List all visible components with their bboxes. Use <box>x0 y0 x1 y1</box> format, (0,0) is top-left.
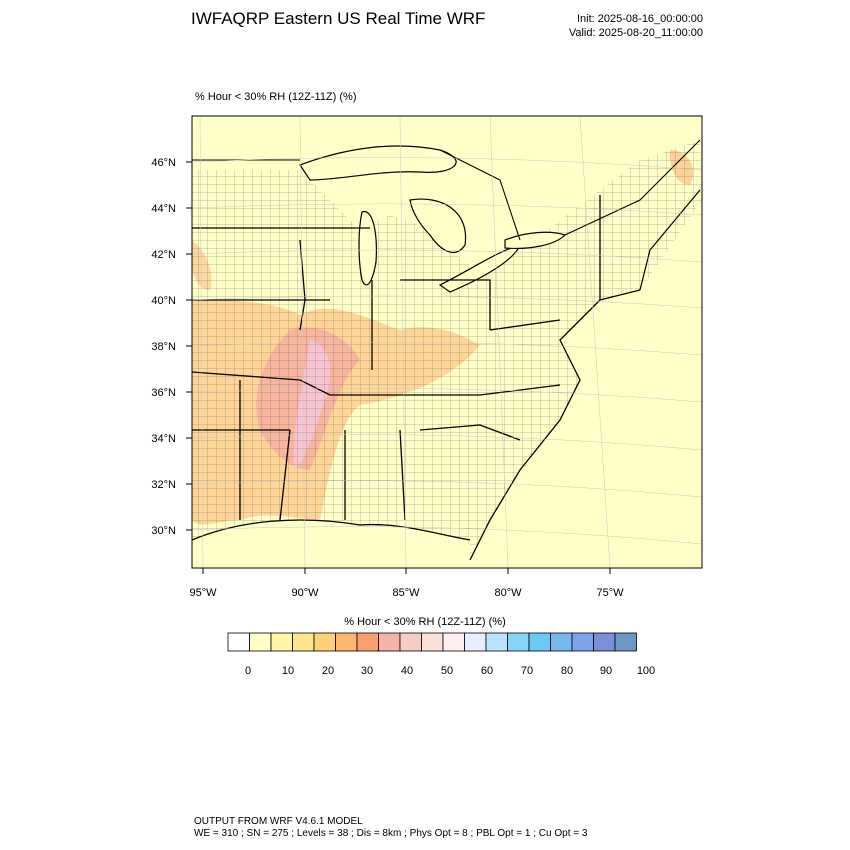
colorbar <box>227 632 637 652</box>
colorbar-swatch <box>270 632 293 652</box>
field-label: % Hour < 30% RH (12Z-11Z) (%) <box>195 91 357 103</box>
cb-tick-60: 60 <box>481 665 493 677</box>
cb-tick-50: 50 <box>441 665 453 677</box>
cb-tick-30: 30 <box>361 665 373 677</box>
cb-tick-40: 40 <box>401 665 413 677</box>
lat-label-32: 32°N <box>151 479 176 491</box>
colorbar-swatch <box>485 632 508 652</box>
lake-huron <box>409 198 467 253</box>
lat-label-38: 38°N <box>151 341 176 353</box>
colorbar-swatch <box>571 632 594 652</box>
colorbar-title: % Hour < 30% RH (12Z-11Z) (%) <box>344 616 506 628</box>
lake-ontario <box>504 231 567 250</box>
valid-time: Valid: 2025-08-20_11:00:00 <box>568 27 703 39</box>
colorbar-swatch <box>528 632 551 652</box>
colorbar-swatch <box>399 632 422 652</box>
lat-label-42: 42°N <box>151 249 176 261</box>
lake-superior <box>299 145 457 181</box>
state-boundaries <box>192 195 601 521</box>
colorbar-swatch <box>464 632 487 652</box>
cb-tick-90: 90 <box>600 665 612 677</box>
lon-label-80: 80°W <box>494 587 522 599</box>
lake-michigan <box>358 211 377 286</box>
colorbar-swatch <box>593 632 616 652</box>
colorbar-swatch <box>550 632 573 652</box>
gulf-of-mexico <box>192 520 470 568</box>
lat-label-40: 40°N <box>151 295 176 307</box>
lon-label-85: 85°W <box>392 587 420 599</box>
lon-label-75: 75°W <box>596 587 624 599</box>
cb-tick-10: 10 <box>282 665 294 677</box>
colorbar-swatch <box>227 632 250 652</box>
east-coastline <box>469 289 641 561</box>
cb-tick-20: 20 <box>322 665 334 677</box>
lon-label-90: 90°W <box>291 587 319 599</box>
colorbar-swatch <box>614 632 637 652</box>
init-time: Init: 2025-08-16_00:00:00 <box>577 13 703 25</box>
map-frame <box>191 115 703 569</box>
model-footer-line2: WE = 310 ; SN = 275 ; Levels = 38 ; Dis … <box>194 828 588 839</box>
colorbar-swatch <box>313 632 336 652</box>
cb-tick-0: 0 <box>245 665 251 677</box>
colorbar-swatch <box>249 632 272 652</box>
graticule <box>192 116 702 568</box>
colorbar-swatch <box>335 632 358 652</box>
colorbar-swatch <box>442 632 465 652</box>
lon-label-95: 95°W <box>189 587 217 599</box>
lat-label-44: 44°N <box>151 203 176 215</box>
colorbar-swatch <box>292 632 315 652</box>
colorbar-swatch <box>507 632 530 652</box>
map-title: IWFAQRP Eastern US Real Time WRF <box>191 9 486 28</box>
new-england-coastline <box>639 189 701 291</box>
atlantic-ocean <box>470 200 702 568</box>
lat-label-36: 36°N <box>151 387 176 399</box>
model-footer-line1: OUTPUT FROM WRF V4.6.1 MODEL <box>194 816 363 827</box>
latitude-axis: 46°N 44°N 42°N 40°N 38°N 36°N 34°N 32°N … <box>151 157 192 537</box>
county-boundaries <box>192 140 702 568</box>
colorbar-swatch <box>378 632 401 652</box>
cb-tick-70: 70 <box>521 665 533 677</box>
cb-tick-80: 80 <box>561 665 573 677</box>
cb-tick-100: 100 <box>637 665 655 677</box>
colorbar-swatch <box>421 632 444 652</box>
gulf-coastline <box>192 519 471 541</box>
lat-label-34: 34°N <box>151 433 176 445</box>
colorbar-tick-labels: 0 10 20 30 40 50 60 70 80 90 100 <box>245 665 655 677</box>
longitude-axis: 95°W 90°W 85°W 80°W 75°W <box>189 568 624 599</box>
lat-label-30: 30°N <box>151 525 176 537</box>
lat-label-46: 46°N <box>151 157 176 169</box>
colorbar-swatch <box>356 632 379 652</box>
